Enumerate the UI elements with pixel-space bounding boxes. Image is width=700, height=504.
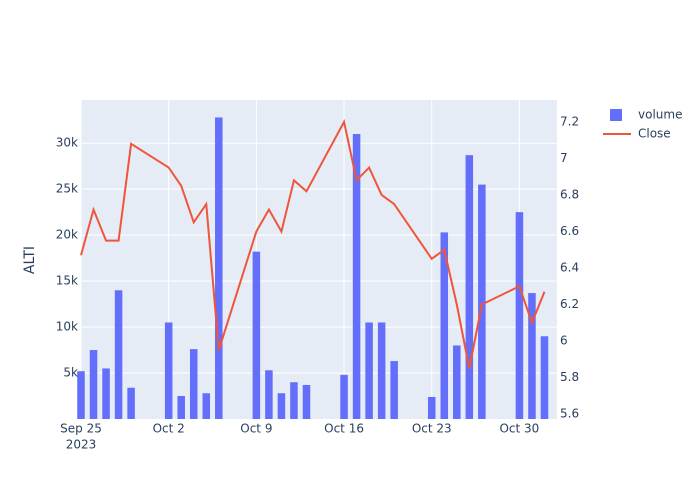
volume-bar [427, 396, 436, 419]
volume-bar [127, 387, 135, 419]
close-line [80, 119, 546, 369]
volume-bar [540, 336, 549, 419]
y-axis-title: ALTI [22, 246, 38, 274]
volume-bar [302, 384, 311, 419]
y2-tick-label: 6.2 [560, 297, 579, 311]
volume-bar [252, 251, 261, 419]
volume-bar [528, 293, 536, 419]
volume-bar [515, 212, 524, 419]
y2-tick-label: 5.6 [560, 407, 579, 421]
x-year-label: 2023 [66, 438, 97, 452]
volume-bar [265, 370, 273, 419]
volume-bar [114, 290, 123, 419]
volume-bar [290, 382, 298, 419]
volume-bar [377, 322, 386, 419]
legend-swatch [610, 109, 622, 121]
y-tick-label: 20k [56, 228, 78, 242]
plot-area [81, 100, 557, 419]
y-tick-label: 10k [56, 320, 78, 334]
labels: 5k 10k 15k 20k 25k 30k 5.6 5.8 6 6.2 6.4 6.6 6.8 7 7.2… [56, 108, 683, 452]
marks [77, 117, 549, 419]
volume-bar [478, 184, 486, 419]
y-tick-label: 15k [56, 274, 78, 288]
volume-bar [465, 155, 474, 419]
volume-bar [277, 393, 286, 419]
volume-bar [365, 322, 373, 419]
y-tick-label: 5k [63, 366, 78, 380]
y2-tick-label: 6.8 [560, 187, 579, 201]
volume-bar [215, 117, 223, 419]
volume-bar [102, 368, 110, 419]
volume-bar [440, 232, 449, 419]
y2-tick-label: 6.6 [560, 224, 579, 238]
volume-bar [177, 396, 185, 419]
volume-bar [89, 350, 98, 419]
volume-bar [352, 134, 361, 419]
y2-tick-label: 5.8 [560, 370, 579, 384]
y2-tick-label: 6.4 [560, 260, 579, 274]
volume-bar [453, 345, 461, 419]
volume-bar [202, 393, 211, 419]
legend-label: Close [638, 127, 671, 141]
legend-label: volume [638, 108, 682, 122]
volume-bar [340, 374, 348, 419]
y2-tick-label: 7 [560, 151, 568, 165]
x-tick-label: Oct 2 [153, 422, 185, 436]
x-tick-label: Oct 23 [412, 422, 452, 436]
x-tick-label: Oct 30 [499, 422, 539, 436]
grid [80, 100, 557, 419]
x-tick-label: Sep 25 [60, 422, 102, 436]
x-tick-label: Oct 9 [240, 422, 272, 436]
volume-bar [164, 322, 173, 419]
y2-tick-label: 6 [560, 334, 568, 348]
volume-bar [77, 371, 85, 419]
y-tick-label: 30k [56, 136, 78, 150]
volume-bar [189, 349, 198, 419]
x-tick-label: Oct 16 [324, 422, 364, 436]
volume-bar [390, 361, 398, 419]
y-tick-label: 25k [56, 182, 78, 196]
y2-tick-label: 7.2 [560, 114, 579, 128]
